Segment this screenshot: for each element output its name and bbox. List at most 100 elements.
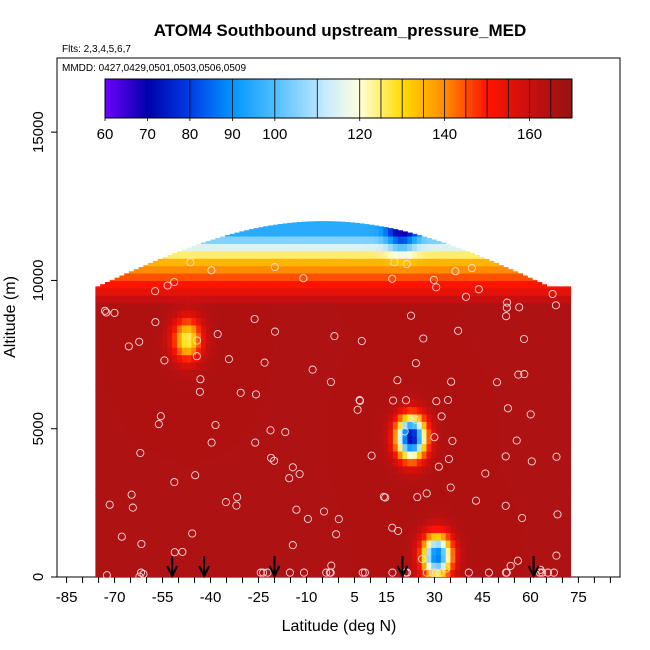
observation-point <box>432 568 441 577</box>
observation-point <box>186 258 195 267</box>
observation-point <box>447 377 456 386</box>
observation-point <box>413 493 422 502</box>
observation-point <box>281 428 290 437</box>
colorbar-tick-label: 90 <box>224 126 241 143</box>
observation-point <box>538 568 547 577</box>
observation-point <box>513 556 522 565</box>
observation-point <box>136 568 146 577</box>
y-tick-label: 15000 <box>30 111 47 153</box>
observation-point <box>492 378 502 387</box>
observation-point <box>110 308 119 317</box>
observation-point <box>436 568 445 577</box>
observation-point <box>285 474 294 483</box>
observation-point <box>251 438 260 447</box>
observation-point <box>270 262 279 272</box>
colorbar-tick-label: 70 <box>139 126 156 143</box>
colorbar-tick-label: 60 <box>97 126 114 143</box>
observation-point <box>288 463 297 472</box>
observation-point <box>325 568 334 577</box>
colorbar-tick-label: 140 <box>432 126 457 143</box>
observation-point <box>260 358 269 367</box>
observation-point <box>163 281 172 290</box>
flight-marker-arrow <box>166 556 179 579</box>
observation-point <box>299 568 309 577</box>
observation-point <box>135 337 144 346</box>
x-tick-label: -40 <box>200 589 222 606</box>
flights-subtitle: Flts: 2,3,4,5,6,7 <box>62 44 131 55</box>
observation-point <box>251 390 261 399</box>
observation-point <box>232 501 241 510</box>
observation-point <box>464 568 473 577</box>
observation-point <box>270 327 280 336</box>
observation-point <box>285 568 294 577</box>
observation-point <box>102 571 111 580</box>
x-tick-label: -55 <box>152 589 174 606</box>
observation-point <box>154 420 163 429</box>
observation-point <box>160 356 169 365</box>
observation-point <box>266 453 276 462</box>
colorbar-tick-label: 160 <box>517 126 542 143</box>
observation-point <box>429 275 438 284</box>
observation-point <box>402 259 411 269</box>
colorbar-gradient <box>104 78 573 119</box>
observation-point <box>100 306 110 315</box>
observation-point <box>322 568 331 577</box>
flight-marker-arrow <box>527 556 540 579</box>
x-axis: -85 -70 -55 -40 -25 -10 5 15 30 45 60 75 <box>56 577 611 606</box>
colorbar-tick-label: 120 <box>347 126 372 143</box>
observation-point <box>446 483 455 492</box>
observation-point <box>330 332 339 341</box>
observation-point <box>443 395 453 405</box>
observation-point <box>256 568 265 577</box>
observation-point <box>355 396 365 405</box>
observation-point <box>332 530 341 539</box>
y-tick-label: 0 <box>30 573 47 581</box>
observation-point <box>117 532 126 541</box>
observation-point <box>518 513 527 523</box>
flight-markers <box>166 556 540 579</box>
observation-point <box>454 326 463 335</box>
observation-point <box>135 572 144 581</box>
observation-point <box>543 568 552 577</box>
colorbar-tick-label: 80 <box>182 126 199 143</box>
observation-point <box>303 514 312 523</box>
colorbar-tick-label: 100 <box>262 126 287 143</box>
observation-point <box>334 515 343 524</box>
observation-point <box>170 478 179 487</box>
observation-point <box>501 501 510 510</box>
y-axis: 0 5000 10000 15000 <box>30 111 57 581</box>
observation-point <box>319 507 329 516</box>
observation-points <box>100 247 562 581</box>
observation-point <box>451 267 460 276</box>
observation-point <box>196 375 205 384</box>
observation-point <box>375 247 384 256</box>
observation-point <box>156 412 165 421</box>
observation-point <box>295 469 304 479</box>
observation-point <box>389 396 398 405</box>
observation-point <box>553 510 562 519</box>
observation-point <box>467 264 476 273</box>
observation-point <box>358 568 367 577</box>
observation-point <box>503 298 512 307</box>
observation-point <box>367 451 376 460</box>
x-tick-label: 15 <box>378 589 395 606</box>
y-tick-label: 5000 <box>30 412 47 445</box>
observation-point <box>288 541 297 550</box>
observation-point <box>434 462 443 471</box>
observation-point <box>170 548 179 557</box>
observation-point <box>549 568 558 577</box>
observation-point <box>127 490 136 499</box>
observation-point <box>308 365 317 374</box>
observation-point <box>551 301 560 310</box>
observation-point <box>502 303 511 312</box>
observation-point <box>151 318 160 327</box>
y-axis-label: Altitude (m) <box>2 276 19 358</box>
observation-point <box>211 420 220 430</box>
observation-point <box>422 568 431 577</box>
observation-point <box>526 410 535 419</box>
observation-point <box>388 568 397 577</box>
observation-point <box>233 493 242 502</box>
observation-point <box>195 387 204 396</box>
observation-point <box>519 334 529 344</box>
